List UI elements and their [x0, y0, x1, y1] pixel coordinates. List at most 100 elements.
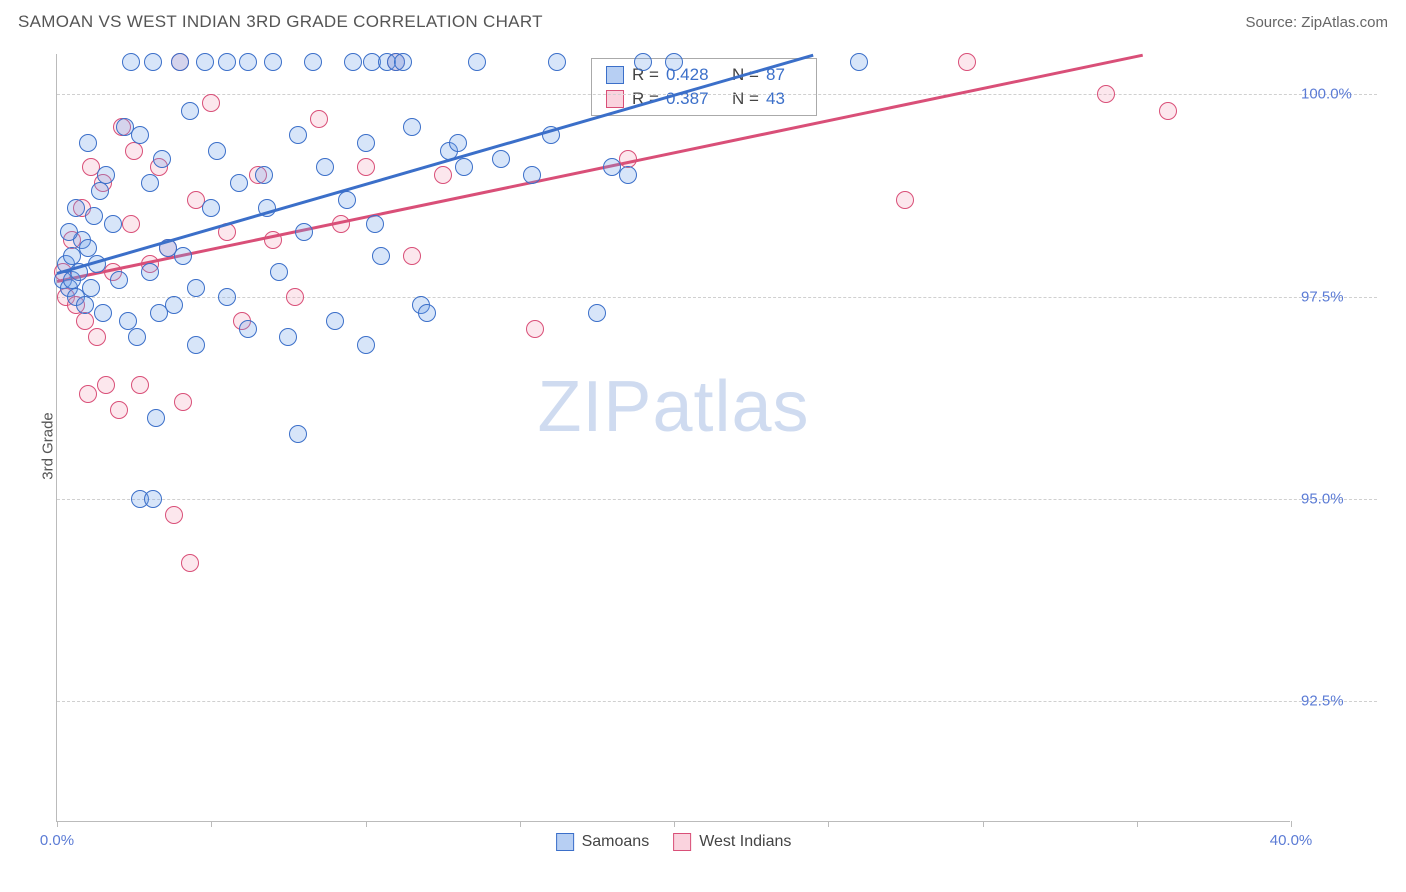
scatter-point-west-indians: [88, 328, 106, 346]
x-tick: [1137, 821, 1138, 827]
scatter-point-samoans: [304, 53, 322, 71]
scatter-point-samoans: [110, 271, 128, 289]
scatter-point-samoans: [548, 53, 566, 71]
scatter-point-samoans: [338, 191, 356, 209]
scatter-point-west-indians: [286, 288, 304, 306]
y-tick-label: 97.5%: [1301, 288, 1344, 305]
scatter-point-west-indians: [165, 506, 183, 524]
scatter-point-west-indians: [403, 247, 421, 265]
gridline: [57, 701, 1377, 702]
scatter-point-west-indians: [76, 312, 94, 330]
x-tick: [983, 821, 984, 827]
scatter-point-west-indians: [310, 110, 328, 128]
watermark-zip: ZIP: [537, 367, 652, 447]
scatter-point-samoans: [91, 182, 109, 200]
scatter-point-samoans: [634, 53, 652, 71]
scatter-point-samoans: [850, 53, 868, 71]
scatter-point-samoans: [94, 304, 112, 322]
scatter-point-west-indians: [79, 385, 97, 403]
scatter-point-samoans: [187, 279, 205, 297]
scatter-point-samoans: [372, 247, 390, 265]
scatter-point-samoans: [174, 247, 192, 265]
stats-n-value-west-indians: 43: [766, 89, 802, 109]
scatter-point-west-indians: [526, 320, 544, 338]
scatter-point-samoans: [141, 174, 159, 192]
scatter-point-samoans: [665, 53, 683, 71]
scatter-point-samoans: [144, 53, 162, 71]
x-tick: [828, 821, 829, 827]
scatter-point-west-indians: [434, 166, 452, 184]
chart-container: 3rd Grade ZIPatlas R =0.428N =87R =0.387…: [20, 46, 1390, 846]
scatter-point-samoans: [316, 158, 334, 176]
scatter-point-samoans: [270, 263, 288, 281]
scatter-point-samoans: [468, 53, 486, 71]
scatter-point-west-indians: [131, 376, 149, 394]
y-axis-label: 3rd Grade: [39, 412, 56, 480]
watermark: ZIPatlas: [537, 366, 809, 448]
scatter-point-samoans: [326, 312, 344, 330]
scatter-point-samoans: [187, 336, 205, 354]
x-tick-label: 0.0%: [40, 832, 74, 849]
scatter-point-samoans: [202, 199, 220, 217]
scatter-point-west-indians: [97, 376, 115, 394]
watermark-atlas: atlas: [652, 367, 809, 447]
x-tick: [520, 821, 521, 827]
legend-label-samoans: Samoans: [582, 833, 650, 851]
stats-r-value-west-indians: 0.387: [666, 89, 726, 109]
scatter-point-samoans: [295, 223, 313, 241]
stats-swatch-west-indians: [606, 90, 624, 108]
stats-swatch-samoans: [606, 66, 624, 84]
legend-item-samoans: Samoans: [556, 833, 650, 851]
legend-swatch-samoans: [556, 833, 574, 851]
bottom-legend: Samoans West Indians: [556, 833, 792, 851]
scatter-point-samoans: [85, 207, 103, 225]
scatter-point-samoans: [218, 53, 236, 71]
scatter-point-samoans: [60, 223, 78, 241]
scatter-point-samoans: [619, 166, 637, 184]
chart-source: Source: ZipAtlas.com: [1245, 14, 1388, 31]
scatter-point-samoans: [144, 490, 162, 508]
y-tick-label: 92.5%: [1301, 692, 1344, 709]
scatter-point-samoans: [588, 304, 606, 322]
x-tick: [211, 821, 212, 827]
scatter-point-samoans: [181, 102, 199, 120]
scatter-point-west-indians: [202, 94, 220, 112]
y-tick-label: 100.0%: [1301, 86, 1352, 103]
legend-item-west-indians: West Indians: [673, 833, 791, 851]
gridline: [57, 94, 1377, 95]
scatter-point-samoans: [289, 425, 307, 443]
scatter-point-west-indians: [174, 393, 192, 411]
chart-title: SAMOAN VS WEST INDIAN 3RD GRADE CORRELAT…: [18, 12, 543, 32]
scatter-point-west-indians: [958, 53, 976, 71]
x-tick: [1291, 821, 1292, 827]
scatter-point-samoans: [97, 166, 115, 184]
scatter-point-samoans: [523, 166, 541, 184]
gridline: [57, 297, 1377, 298]
stats-n-label: N =: [732, 89, 760, 109]
scatter-point-samoans: [218, 288, 236, 306]
scatter-point-samoans: [455, 158, 473, 176]
scatter-point-west-indians: [181, 554, 199, 572]
scatter-point-samoans: [344, 53, 362, 71]
scatter-point-samoans: [230, 174, 248, 192]
trend-line-samoans: [57, 54, 814, 275]
scatter-point-samoans: [104, 215, 122, 233]
scatter-point-samoans: [171, 53, 189, 71]
scatter-point-samoans: [79, 239, 97, 257]
scatter-point-samoans: [357, 134, 375, 152]
scatter-point-samoans: [357, 336, 375, 354]
scatter-point-samoans: [394, 53, 412, 71]
scatter-point-samoans: [208, 142, 226, 160]
scatter-point-west-indians: [125, 142, 143, 160]
scatter-point-west-indians: [1097, 85, 1115, 103]
scatter-point-samoans: [122, 53, 140, 71]
x-tick-label: 40.0%: [1270, 832, 1313, 849]
scatter-point-west-indians: [1159, 102, 1177, 120]
scatter-point-samoans: [128, 328, 146, 346]
scatter-point-west-indians: [110, 401, 128, 419]
scatter-point-samoans: [255, 166, 273, 184]
scatter-point-samoans: [131, 126, 149, 144]
scatter-point-samoans: [239, 53, 257, 71]
scatter-point-samoans: [196, 53, 214, 71]
x-tick: [674, 821, 675, 827]
